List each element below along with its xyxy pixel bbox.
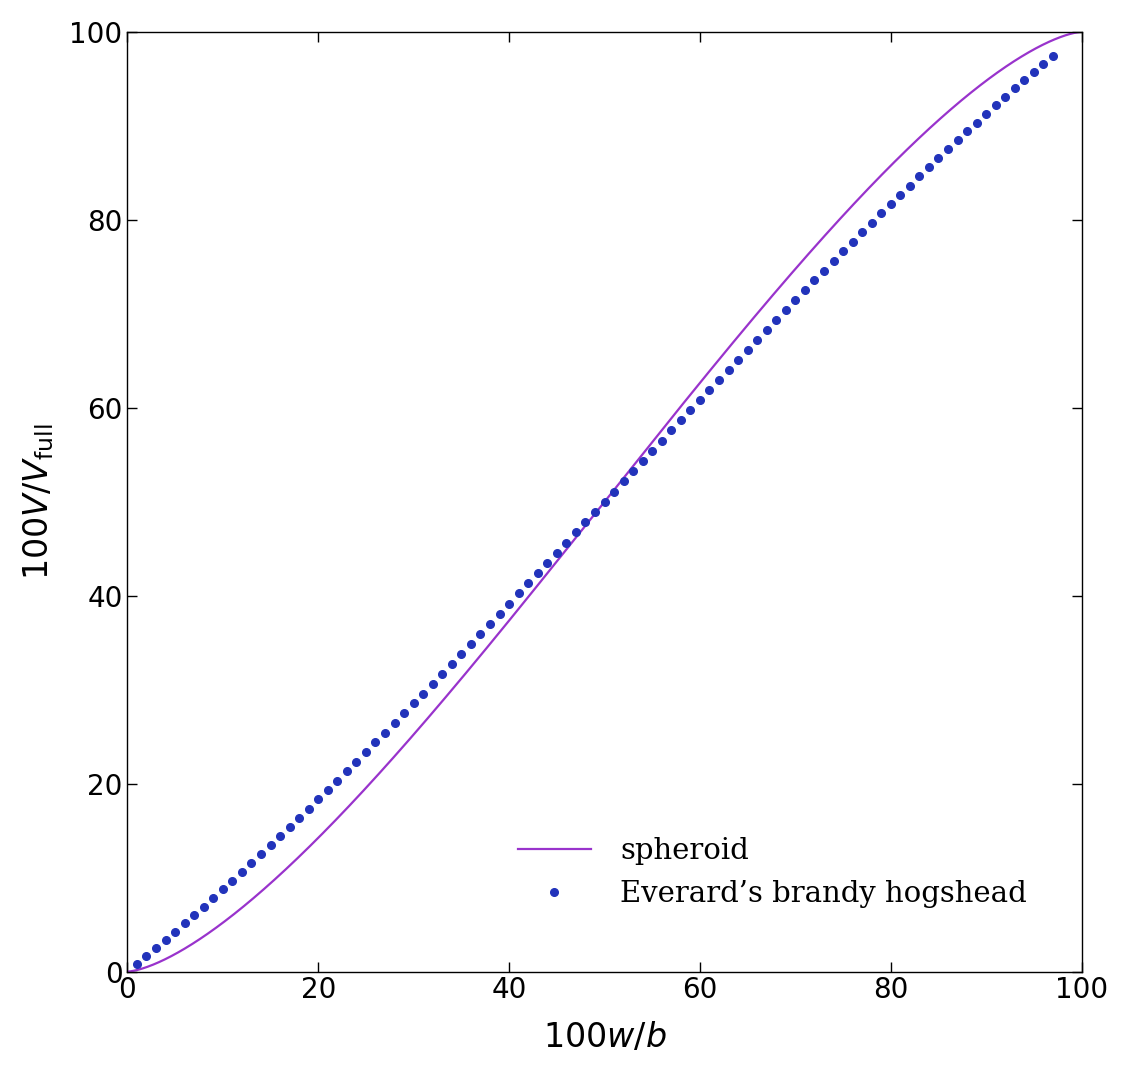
spheroid	[507, 608, 520, 621]
Everard’s brandy hogshead	[196, 900, 210, 913]
Line: spheroid: spheroid	[128, 32, 1082, 972]
Legend: spheroid, Everard’s brandy hogshead: spheroid, Everard’s brandy hogshead	[506, 826, 1039, 919]
Y-axis label: $100V/V_\mathrm{full}$: $100V/V_\mathrm{full}$	[20, 424, 55, 580]
spheroid	[541, 567, 554, 579]
Everard’s brandy hogshead	[369, 736, 383, 749]
Everard’s brandy hogshead	[130, 958, 143, 971]
Everard’s brandy hogshead	[655, 434, 668, 447]
spheroid	[776, 277, 789, 290]
Everard’s brandy hogshead	[159, 933, 173, 946]
spheroid	[865, 178, 878, 191]
Everard’s brandy hogshead	[837, 245, 850, 258]
Everard’s brandy hogshead	[1047, 49, 1060, 62]
spheroid	[1075, 26, 1088, 39]
X-axis label: $100w/b$: $100w/b$	[543, 1021, 666, 1055]
Line: Everard’s brandy hogshead: Everard’s brandy hogshead	[133, 52, 1057, 968]
spheroid	[218, 915, 231, 928]
spheroid	[882, 161, 895, 174]
Everard’s brandy hogshead	[588, 505, 602, 518]
spheroid	[121, 965, 134, 978]
